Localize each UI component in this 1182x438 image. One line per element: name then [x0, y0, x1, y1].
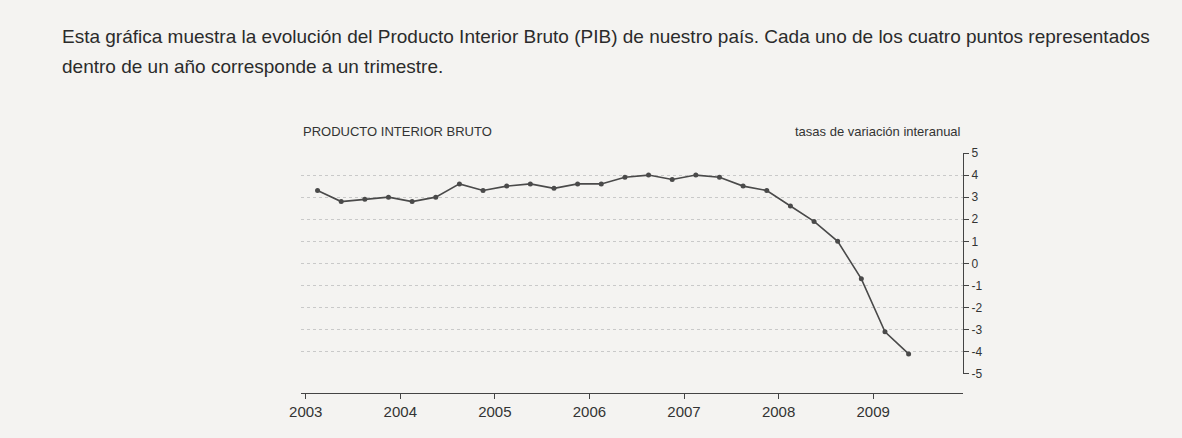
svg-text:2009: 2009 — [856, 403, 889, 420]
svg-text:2004: 2004 — [384, 403, 417, 420]
svg-text:-3: -3 — [971, 323, 982, 337]
svg-text:tasas de variación interanual: tasas de variación interanual — [795, 124, 961, 139]
svg-text:-2: -2 — [971, 301, 982, 315]
svg-text:2006: 2006 — [573, 403, 606, 420]
svg-text:-4: -4 — [971, 345, 982, 359]
svg-text:2003: 2003 — [289, 403, 322, 420]
html-text:Esta gráfica muestra la evoluc: Esta gráfica muestra la evolución del Pr… — [62, 26, 1150, 77]
svg-text:PRODUCTO INTERIOR BRUTO: PRODUCTO INTERIOR BRUTO — [303, 124, 492, 139]
svg-text:4: 4 — [971, 168, 978, 182]
svg-text:2007: 2007 — [667, 403, 700, 420]
svg-text:2005: 2005 — [478, 403, 511, 420]
svg-text:-1: -1 — [971, 279, 982, 293]
svg-text:5: 5 — [971, 146, 978, 160]
svg-text:2: 2 — [971, 212, 978, 226]
svg-text:2008: 2008 — [762, 403, 795, 420]
svg-text:0: 0 — [971, 257, 978, 271]
svg-text:3: 3 — [971, 190, 978, 204]
svg-text:-5: -5 — [971, 367, 982, 381]
svg-text:1: 1 — [971, 235, 978, 249]
